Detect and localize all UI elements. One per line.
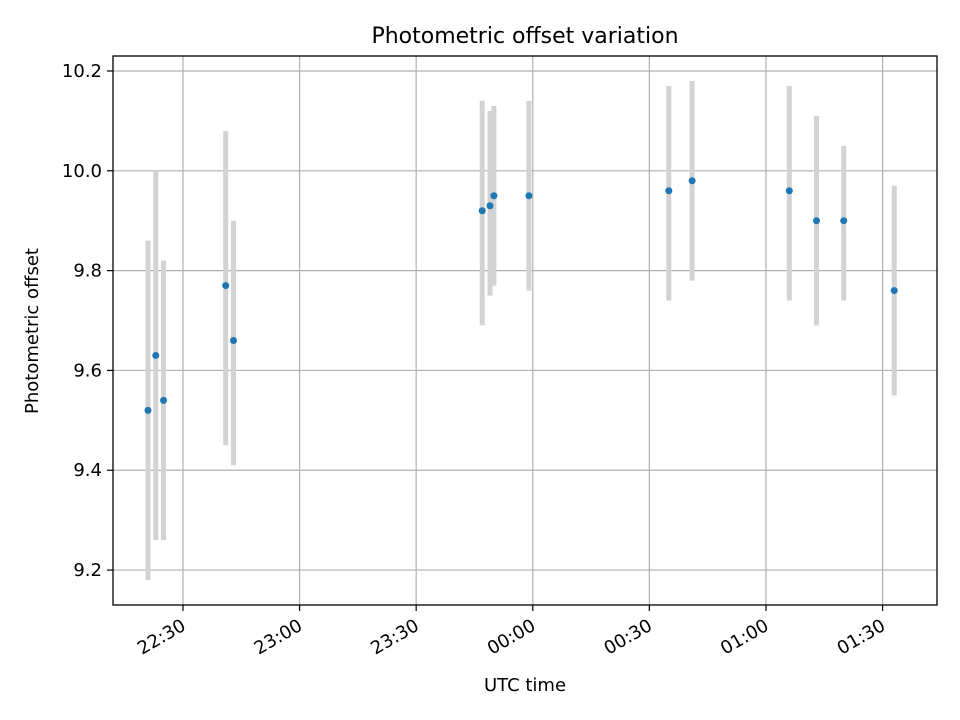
y-tick-label: 9.6 [73, 360, 102, 381]
x-tick-label: 00:00 [484, 615, 539, 659]
x-axis: 22:30 23:00 23:30 00:00 00:30 01:00 01:30 [134, 605, 889, 659]
data-point [486, 202, 494, 210]
y-tick-label: 10.2 [62, 61, 102, 82]
y-axis-label: Photometric offset [22, 248, 43, 414]
x-tick-label: 22:30 [134, 615, 189, 659]
y-tick-label: 10.0 [62, 161, 102, 182]
data-point [890, 287, 898, 295]
x-tick-label: 00:30 [600, 615, 655, 659]
x-axis-label: UTC time [484, 675, 566, 696]
y-tick-label: 9.8 [73, 261, 102, 282]
data-point [160, 396, 168, 404]
data-point [785, 187, 793, 195]
x-tick-label: 23:30 [367, 615, 422, 659]
x-tick-label: 23:00 [251, 615, 306, 659]
x-tick-label: 01:00 [717, 615, 772, 659]
y-tick-label: 9.2 [73, 560, 102, 581]
y-tick-label: 9.4 [73, 460, 102, 481]
plot-frame [112, 55, 938, 606]
data-point [478, 207, 486, 215]
data-point [688, 177, 696, 185]
x-tick-label: 01:30 [834, 615, 889, 659]
data-point [229, 336, 237, 344]
data-point [665, 187, 673, 195]
errorbars [145, 80, 897, 581]
grid [113, 56, 937, 605]
y-axis: 9.2 9.4 9.6 9.8 10.0 10.2 [62, 61, 113, 581]
data-point [152, 351, 160, 359]
data-point [840, 217, 848, 225]
data-point [490, 192, 498, 200]
data-point [813, 217, 821, 225]
data-point [222, 282, 230, 290]
data-point [144, 406, 152, 414]
chart-title: Photometric offset variation [371, 24, 678, 49]
markers [144, 177, 898, 414]
data-point [525, 192, 533, 200]
